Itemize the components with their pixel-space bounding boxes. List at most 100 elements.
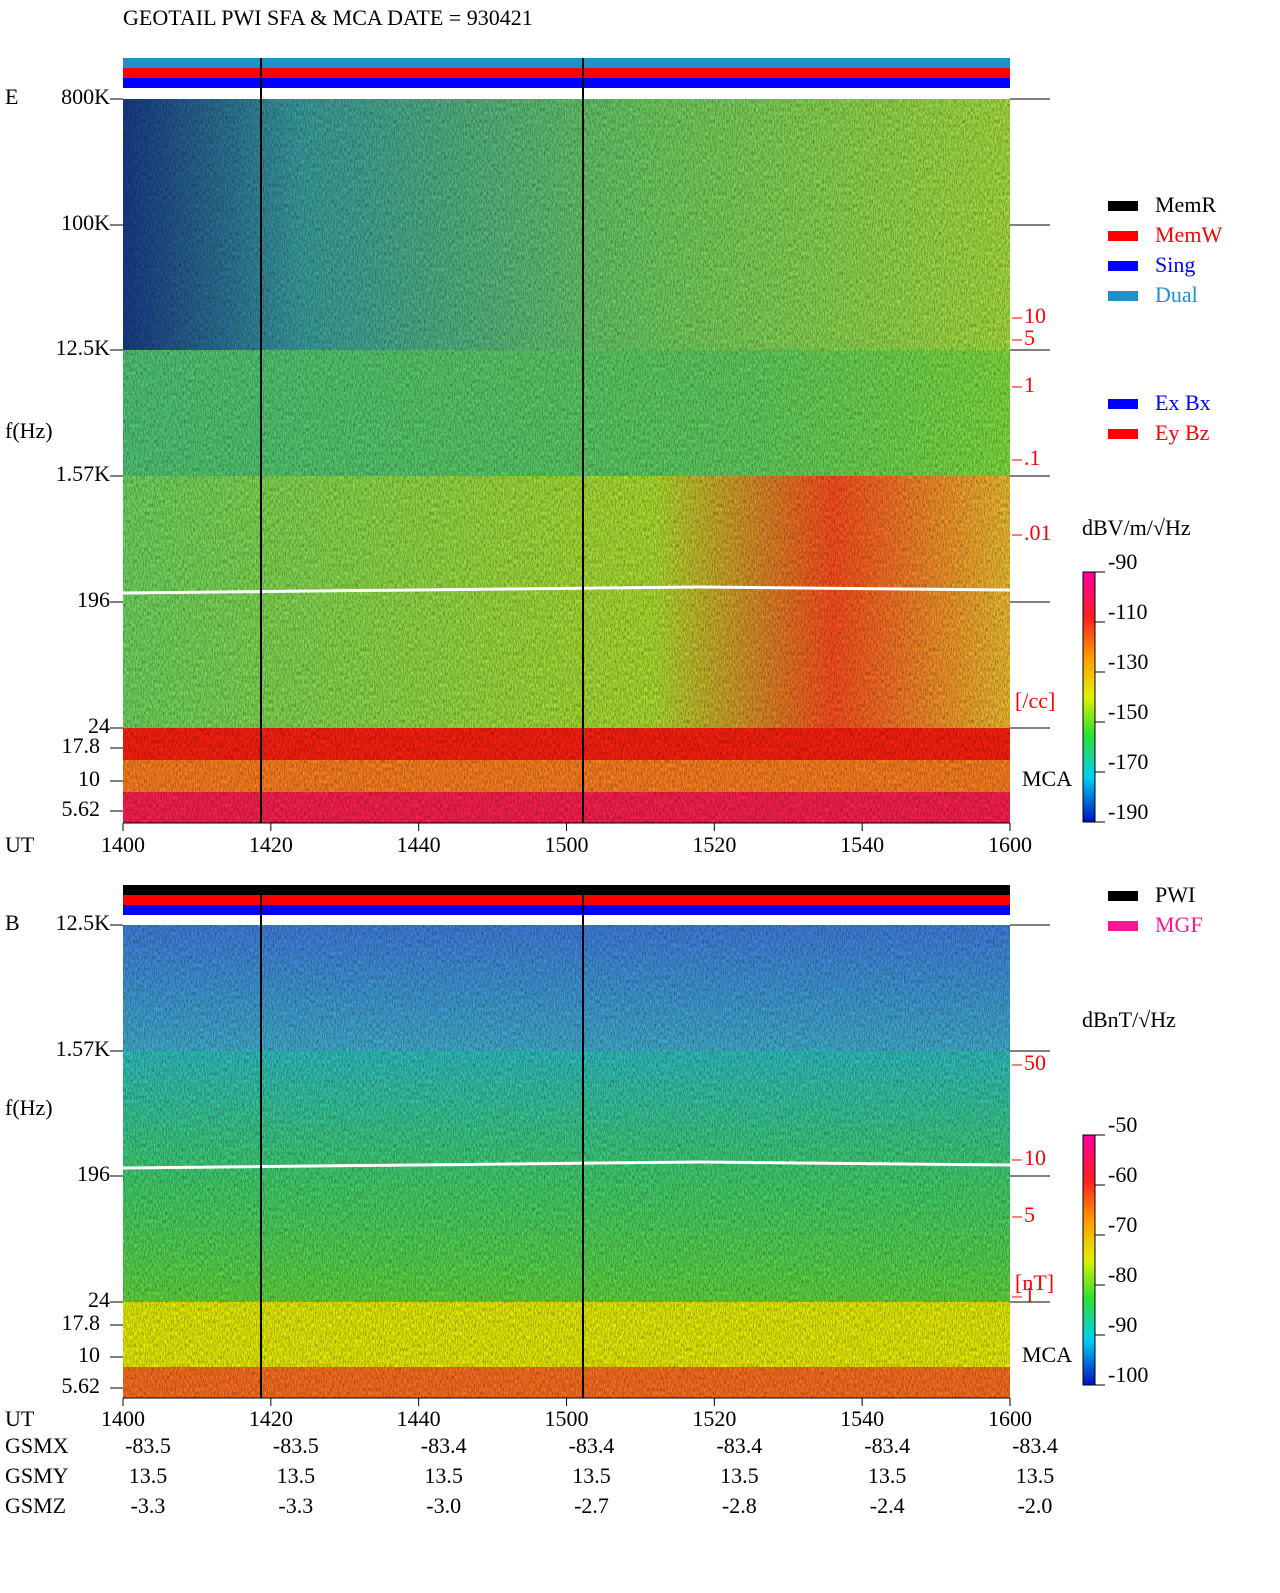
legend-swatch <box>1108 399 1138 409</box>
orbit-value: -2.7 <box>574 1493 609 1518</box>
colorbar-tick-label: -130 <box>1108 649 1148 674</box>
freq-tick-label: 24 <box>88 1287 110 1312</box>
orbit-value: 13.5 <box>424 1463 463 1488</box>
y-label: f(Hz) <box>5 1095 53 1120</box>
status-bar <box>123 905 1010 915</box>
orbit-name: GSMZ <box>5 1493 66 1518</box>
legend-swatch <box>1108 429 1138 439</box>
orbit-value: -83.4 <box>864 1433 910 1458</box>
mca-label: MCA <box>1022 1342 1072 1367</box>
status-bar <box>123 78 1010 88</box>
colorbar-tick-label: -110 <box>1108 599 1148 624</box>
density-tick-label: 10 <box>1024 1145 1046 1170</box>
x-tick-label: 1400 <box>101 832 145 857</box>
x-tick-label: 1440 <box>397 832 441 857</box>
colorbar-label: dBnT/√Hz <box>1082 1007 1176 1032</box>
colorbar-tick-label: -80 <box>1108 1262 1137 1287</box>
colorbar-tick-label: -90 <box>1108 549 1137 574</box>
orbit-value: 13.5 <box>720 1463 759 1488</box>
x-tick-label: 1520 <box>692 832 736 857</box>
density-tick-label: .01 <box>1024 520 1052 545</box>
status-bar <box>123 885 1010 895</box>
freq-tick-label: 24 <box>88 713 110 738</box>
mca-tick-label: 5.62 <box>62 1373 101 1398</box>
x-label: UT <box>5 1406 35 1431</box>
legend-swatch <box>1108 261 1138 271</box>
noise <box>123 925 1010 1398</box>
colorbar <box>1082 1134 1096 1386</box>
freq-tick-label: 1.57K <box>56 461 111 486</box>
orbit-value: 13.5 <box>868 1463 907 1488</box>
freq-tick-label: 1.57K <box>56 1036 111 1061</box>
density-tick-label: 5 <box>1024 325 1035 350</box>
legend-swatch <box>1108 291 1138 301</box>
legend-swatch <box>1108 921 1138 931</box>
freq-tick-label: 12.5K <box>56 335 111 360</box>
gyro-line <box>122 1160 1011 1170</box>
title: GEOTAIL PWI SFA & MCA DATE = 930421 <box>123 5 533 30</box>
orbit-value: -3.3 <box>131 1493 166 1518</box>
orbit-value: -2.4 <box>870 1493 905 1518</box>
orbit-value: -83.4 <box>421 1433 467 1458</box>
x-tick-label: 1540 <box>840 832 884 857</box>
density-tick-label: 1 <box>1024 1282 1035 1307</box>
orbit-value: -2.8 <box>722 1493 757 1518</box>
legend-label: MemR <box>1155 192 1216 217</box>
x-label: UT <box>5 832 35 857</box>
x-tick-label: 1420 <box>249 832 293 857</box>
status-bar <box>123 68 1010 78</box>
density-tick-label: .1 <box>1024 445 1041 470</box>
legend-label: Sing <box>1155 252 1195 277</box>
x-tick-label: 1440 <box>397 1406 441 1431</box>
legend-label: PWI <box>1155 882 1195 907</box>
colorbar-tick-label: -70 <box>1108 1212 1137 1237</box>
orbit-value: 13.5 <box>129 1463 168 1488</box>
mca-tick-label: 17.8 <box>62 1310 101 1335</box>
legend-label: MemW <box>1155 222 1222 247</box>
density-tick-label: 1 <box>1024 372 1035 397</box>
y-label: f(Hz) <box>5 418 53 443</box>
density-tick-label: 50 <box>1024 1050 1046 1075</box>
mca-tick-label: 5.62 <box>62 796 101 821</box>
x-tick-label: 1600 <box>988 1406 1032 1431</box>
x-tick-label: 1420 <box>249 1406 293 1431</box>
orbit-value: 13.5 <box>572 1463 611 1488</box>
x-tick-label: 1500 <box>545 832 589 857</box>
mca-tick-label: 10 <box>78 766 100 791</box>
legend-label: Ey Bz <box>1155 420 1210 445</box>
density-unit: [/cc] <box>1015 688 1055 713</box>
mca-tick-label: 17.8 <box>62 733 101 758</box>
colorbar-tick-label: -60 <box>1108 1162 1137 1187</box>
density-tick-label: 10 <box>1024 303 1046 328</box>
colorbar-tick-label: -50 <box>1108 1112 1137 1137</box>
x-tick-label: 1500 <box>545 1406 589 1431</box>
legend-swatch <box>1108 891 1138 901</box>
mca-label: MCA <box>1022 766 1072 791</box>
density-tick-label: 5 <box>1024 1202 1035 1227</box>
status-bar <box>123 58 1010 68</box>
orbit-value: -83.4 <box>569 1433 615 1458</box>
orbit-name: GSMX <box>5 1433 69 1458</box>
colorbar-tick-label: -90 <box>1108 1312 1137 1337</box>
status-bar <box>123 895 1010 905</box>
colorbar-tick-label: -100 <box>1108 1362 1148 1387</box>
colorbar-tick-label: -170 <box>1108 749 1148 774</box>
orbit-value: 13.5 <box>277 1463 316 1488</box>
legend-swatch <box>1108 231 1138 241</box>
x-tick-label: 1400 <box>101 1406 145 1431</box>
orbit-value: -83.5 <box>273 1433 319 1458</box>
legend-label: Dual <box>1155 282 1198 307</box>
colorbar-tick-label: -190 <box>1108 799 1148 824</box>
orbit-value: -3.3 <box>278 1493 313 1518</box>
legend-swatch <box>1108 201 1138 211</box>
x-tick-label: 1520 <box>692 1406 736 1431</box>
x-tick-label: 1540 <box>840 1406 884 1431</box>
density-unit: [nT] <box>1015 1270 1054 1295</box>
panel-label: E <box>5 84 18 109</box>
freq-tick-label: 12.5K <box>56 910 111 935</box>
orbit-value: -2.0 <box>1018 1493 1053 1518</box>
freq-tick-label: 196 <box>77 587 110 612</box>
freq-tick-label: 800K <box>61 84 110 109</box>
orbit-value: 13.5 <box>1016 1463 1055 1488</box>
x-tick-label: 1600 <box>988 832 1032 857</box>
